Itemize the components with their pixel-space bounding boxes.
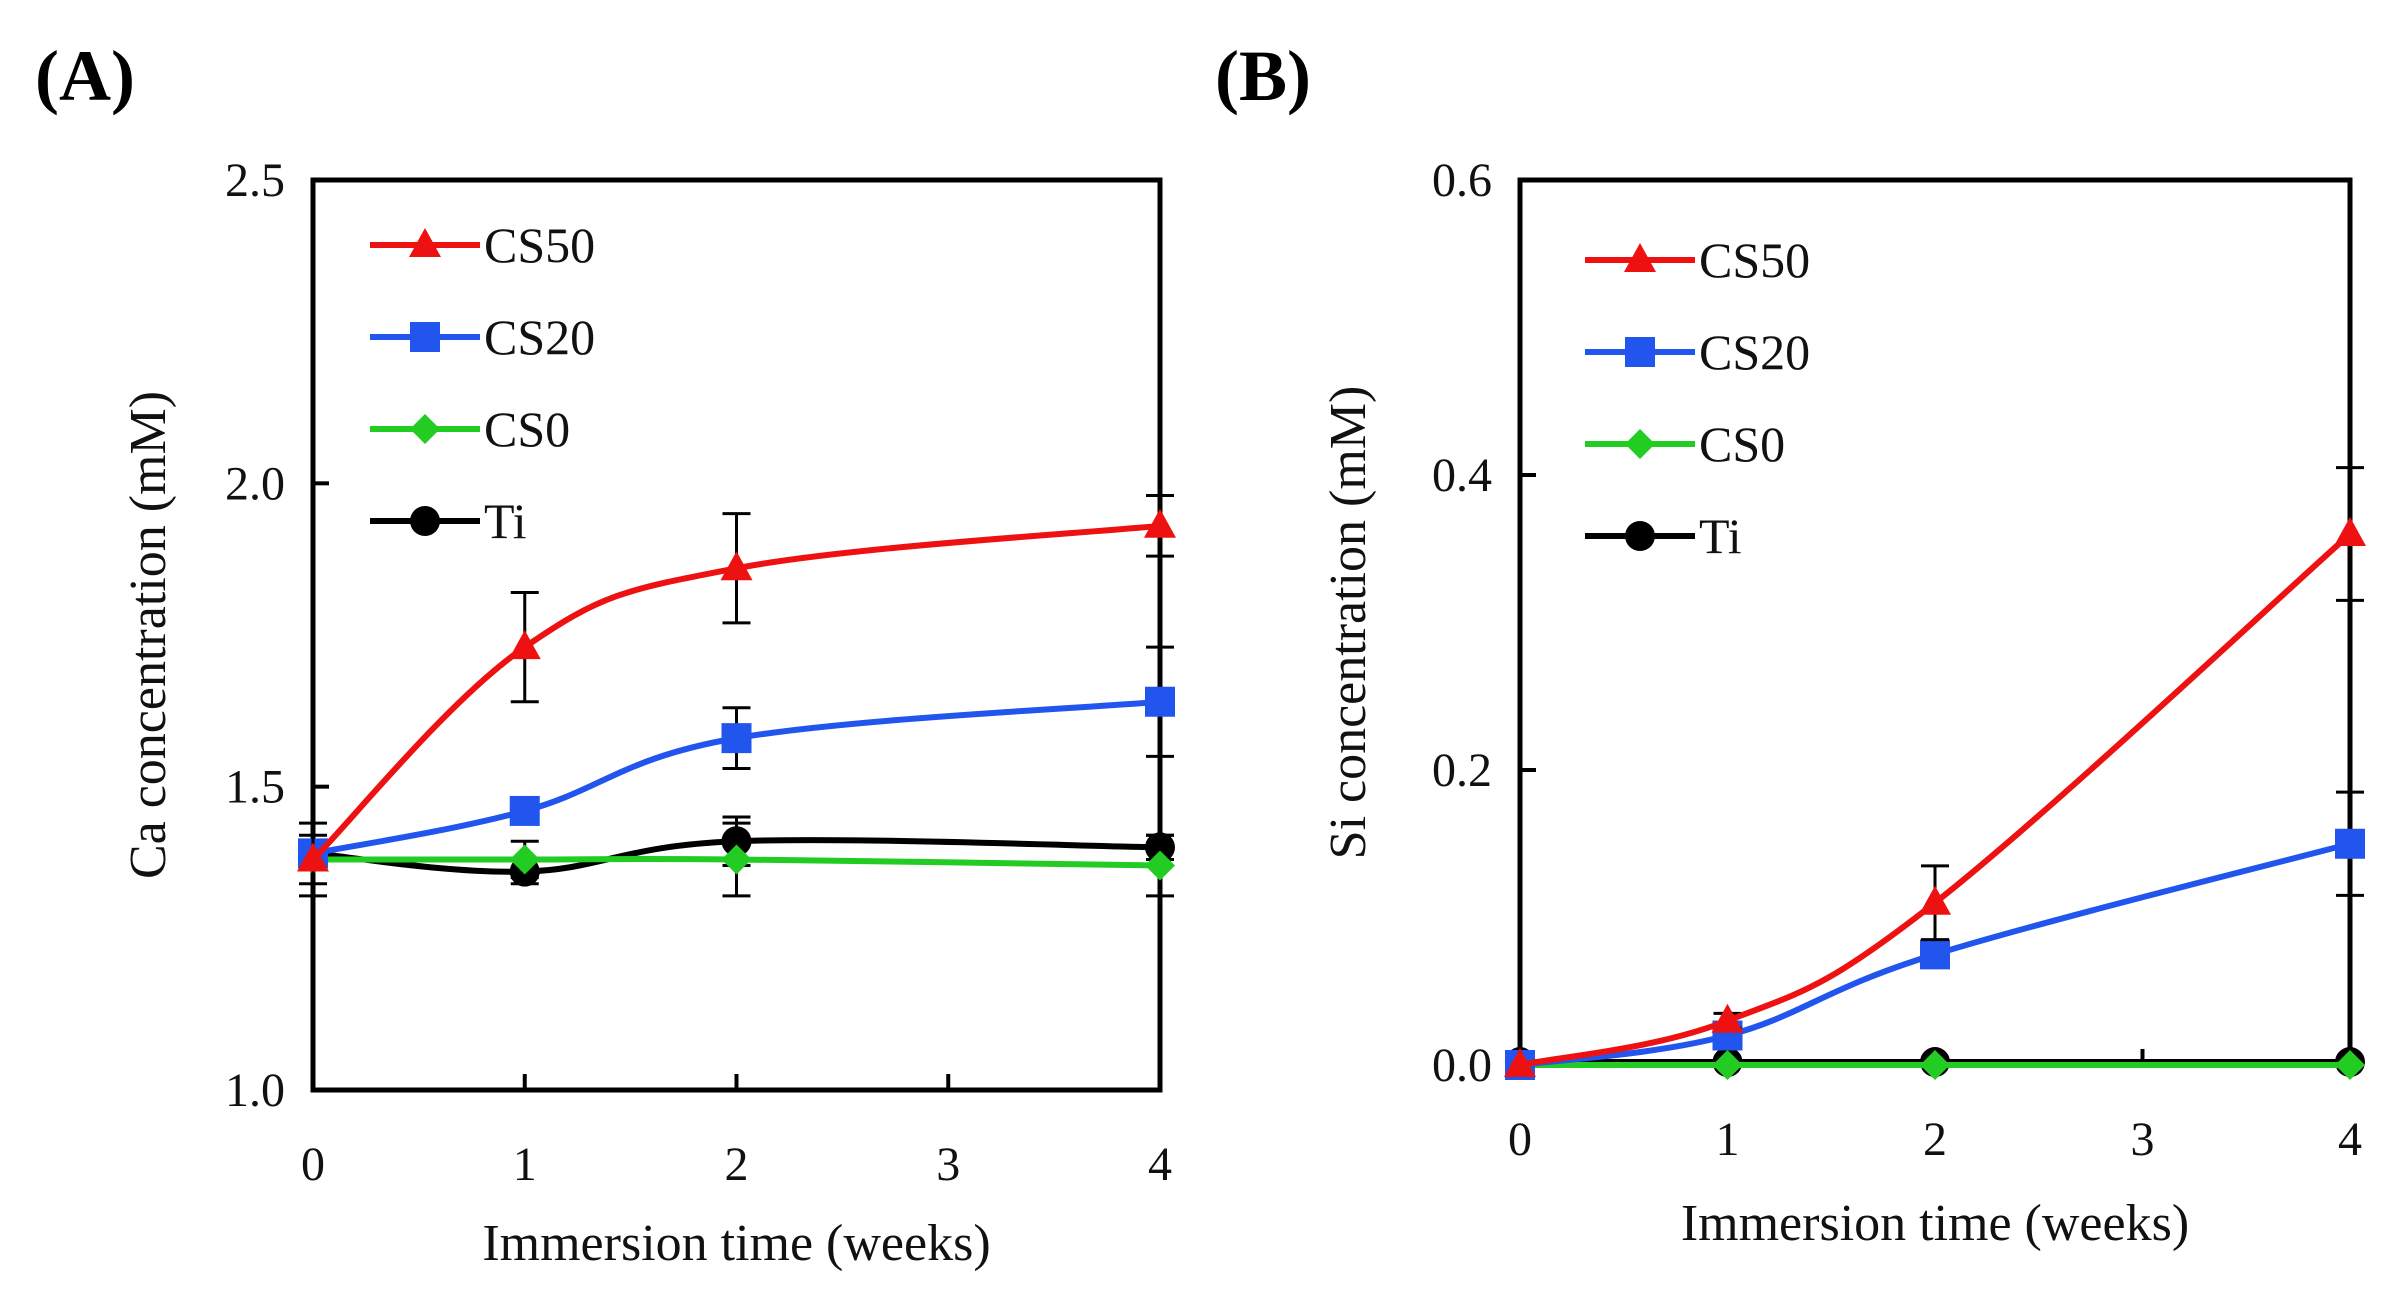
chart-a-line-cs50 — [310, 522, 1161, 862]
chart-a-plot-frame — [310, 177, 1163, 1093]
chart-a-line-ti — [312, 837, 1161, 875]
chart-a-point-cs0 — [1145, 850, 1175, 881]
chart-b-legend-marker — [1625, 337, 1655, 367]
chart-a-line-cs0 — [312, 855, 1161, 869]
chart-a-point-cs0 — [721, 844, 752, 875]
chart-a-x-axis-title: Immersion time (weeks) — [482, 1215, 990, 1272]
chart-b-x-axis-title: Immersion time (weeks) — [1681, 1195, 2189, 1252]
chart-a-ytick-label: 2.5 — [225, 154, 285, 207]
chart-a-xtick-label: 0 — [301, 1138, 325, 1191]
chart-b-point-cs0 — [1920, 1050, 1950, 1080]
chart-b-xtick-label: 2 — [1923, 1113, 1947, 1166]
chart-a-legend-marker — [410, 414, 440, 444]
chart-a-legend-marker — [410, 506, 440, 536]
panel-label-a: (A) — [35, 36, 135, 116]
chart-a-legend-label: CS20 — [484, 309, 595, 365]
chart-b-point-cs20 — [2335, 828, 2365, 859]
chart-a-point-cs20 — [1145, 686, 1175, 717]
chart-b: 0.0 0.2 0.4 0.6 0 1 2 3 4 Immersion time (weeks) S… — [1320, 154, 2366, 1252]
chart-a-point-cs20 — [721, 723, 752, 754]
chart-b-point-cs50 — [1504, 1048, 1536, 1077]
chart-a-legend-marker — [409, 228, 441, 257]
chart-a-point-cs50 — [720, 551, 753, 581]
chart-a-ytick-label: 1.5 — [225, 761, 285, 814]
chart-b-point-cs50 — [1711, 1003, 1744, 1033]
chart-a-xtick-label: 1 — [513, 1138, 537, 1191]
chart-b-ytick-label: 0.4 — [1432, 449, 1492, 502]
chart-a-point-cs50 — [297, 842, 329, 872]
chart-b-line-cs20 — [1519, 840, 2351, 1068]
chart-b-legend-marker — [1625, 521, 1655, 551]
chart-b-legend-label: CS20 — [1699, 324, 1810, 380]
chart-a-y-axis-title: Ca concentration (mM) — [120, 391, 177, 879]
chart-b-xtick-label: 4 — [2338, 1113, 2362, 1166]
chart-b-xtick-label: 0 — [1508, 1113, 1532, 1166]
chart-b-point-cs20 — [1920, 939, 1950, 970]
chart-a-xtick-label: 3 — [936, 1138, 960, 1191]
chart-a-xtick-label: 4 — [1148, 1138, 1172, 1191]
chart-b-ytick-label: 0.0 — [1432, 1039, 1492, 1092]
chart-a-legend-label: Ti — [484, 493, 527, 549]
chart-b-xtick-label: 1 — [1716, 1113, 1740, 1166]
chart-a-ytick-label: 1.0 — [225, 1064, 285, 1117]
chart-a-point-cs20 — [509, 795, 540, 826]
chart-a-legend-marker — [410, 322, 440, 352]
chart-b-legend-label: CS50 — [1699, 232, 1810, 288]
chart-a-legend-label: CS0 — [484, 401, 570, 457]
panel-label-b: (B) — [1215, 36, 1311, 116]
chart-a-legend: CS50 CS20 CS0 Ti — [370, 217, 595, 549]
chart-a-point-cs50 — [508, 630, 541, 660]
chart-a-legend-label: CS50 — [484, 217, 595, 273]
chart-b-xtick-label: 3 — [2131, 1113, 2155, 1166]
chart-a-ytick-label: 2.0 — [225, 457, 285, 510]
chart-a-point-cs0 — [509, 844, 540, 875]
chart-b-point-cs0 — [2335, 1050, 2365, 1080]
chart-b-series-cs50 — [1504, 466, 2366, 1077]
chart-b-ytick-label: 0.6 — [1432, 154, 1492, 207]
chart-b-y-axis-title: Si concentration (mM) — [1320, 386, 1377, 860]
chart-a-point-cs50 — [1144, 508, 1176, 538]
chart-b-legend-marker — [1624, 243, 1656, 272]
chart-b-point-cs0 — [1712, 1050, 1743, 1080]
chart-a-series-cs50 — [297, 493, 1176, 886]
chart-b-legend: CS50 CS20 CS0 Ti — [1585, 232, 1810, 564]
chart-a: 1.0 1.5 2.0 2.5 0 1 2 3 4 Immersion time (weeks) C… — [120, 154, 1176, 1272]
chart-b-legend-label: CS0 — [1699, 416, 1785, 472]
chart-a-xtick-label: 2 — [725, 1138, 749, 1191]
chart-b-ytick-label: 0.2 — [1432, 744, 1492, 797]
chart-b-line-cs50 — [1519, 531, 2352, 1068]
chart-b-point-cs50 — [1919, 885, 1951, 915]
chart-b-legend-label: Ti — [1699, 508, 1742, 564]
chart-b-legend-marker — [1625, 429, 1655, 459]
chart-a-line-cs20 — [312, 698, 1161, 857]
chart-b-point-cs50 — [2334, 517, 2366, 546]
